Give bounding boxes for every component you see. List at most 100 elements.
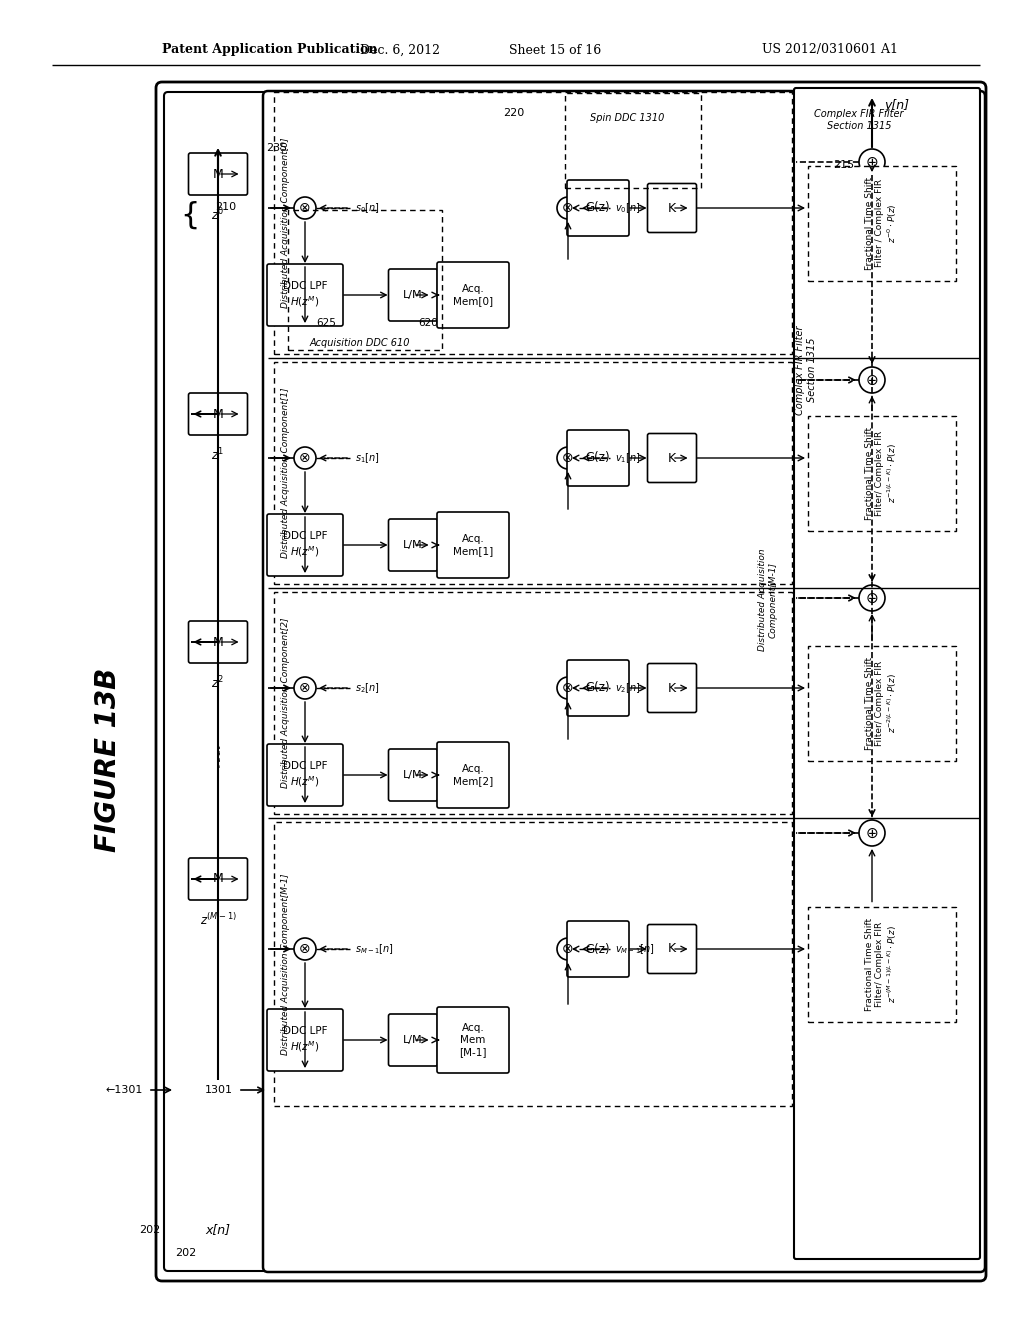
FancyBboxPatch shape bbox=[437, 742, 509, 808]
FancyBboxPatch shape bbox=[647, 183, 696, 232]
Text: 625: 625 bbox=[316, 318, 336, 327]
Text: Complex FIR Filter
Section 1315: Complex FIR Filter Section 1315 bbox=[796, 325, 817, 414]
Text: $z^1$: $z^1$ bbox=[211, 446, 224, 463]
Text: M: M bbox=[213, 635, 223, 648]
Text: K: K bbox=[668, 202, 676, 214]
Bar bbox=[808, 416, 956, 531]
Text: Complex FIR Filter
Section 1315: Complex FIR Filter Section 1315 bbox=[814, 110, 904, 131]
FancyBboxPatch shape bbox=[567, 430, 629, 486]
Text: $v_1[n]$: $v_1[n]$ bbox=[615, 451, 640, 465]
Text: G(z): G(z) bbox=[586, 202, 610, 214]
Text: K: K bbox=[668, 451, 676, 465]
Circle shape bbox=[859, 149, 885, 176]
FancyBboxPatch shape bbox=[188, 393, 248, 436]
Text: y[n]: y[n] bbox=[884, 99, 909, 111]
Text: Acq.
Mem
[M-1]: Acq. Mem [M-1] bbox=[459, 1023, 486, 1056]
Text: Sheet 15 of 16: Sheet 15 of 16 bbox=[509, 44, 601, 57]
Bar bbox=[565, 92, 700, 187]
FancyBboxPatch shape bbox=[567, 660, 629, 715]
FancyBboxPatch shape bbox=[164, 92, 272, 1271]
Text: 215: 215 bbox=[833, 160, 854, 170]
Text: $z^{(M-1)}$: $z^{(M-1)}$ bbox=[200, 912, 237, 928]
Text: L/M: L/M bbox=[403, 540, 423, 550]
Text: L/M: L/M bbox=[403, 1035, 423, 1045]
Bar bbox=[274, 362, 792, 583]
Text: FIGURE 13B: FIGURE 13B bbox=[94, 668, 122, 853]
Text: 210: 210 bbox=[215, 202, 237, 213]
Text: ⊗: ⊗ bbox=[299, 451, 311, 465]
Text: M: M bbox=[213, 873, 223, 886]
Text: Acq.
Mem[0]: Acq. Mem[0] bbox=[453, 284, 494, 306]
Bar bbox=[808, 907, 956, 1022]
Text: K: K bbox=[668, 942, 676, 956]
Circle shape bbox=[294, 197, 316, 219]
Text: 202: 202 bbox=[175, 1247, 197, 1258]
FancyBboxPatch shape bbox=[647, 664, 696, 713]
Circle shape bbox=[859, 367, 885, 393]
FancyBboxPatch shape bbox=[567, 921, 629, 977]
Bar bbox=[274, 822, 792, 1106]
FancyBboxPatch shape bbox=[437, 1007, 509, 1073]
Text: US 2012/0310601 A1: US 2012/0310601 A1 bbox=[762, 44, 898, 57]
Text: $s_0[n]$: $s_0[n]$ bbox=[355, 201, 380, 215]
Circle shape bbox=[557, 197, 579, 219]
Text: $z^2$: $z^2$ bbox=[211, 675, 224, 692]
Text: Distributed Acquisition Component[2]: Distributed Acquisition Component[2] bbox=[282, 618, 291, 788]
FancyBboxPatch shape bbox=[437, 261, 509, 327]
FancyBboxPatch shape bbox=[647, 924, 696, 974]
Text: Distributed Acquisition Component[0]: Distributed Acquisition Component[0] bbox=[282, 137, 291, 309]
Circle shape bbox=[557, 677, 579, 700]
Circle shape bbox=[294, 447, 316, 469]
Text: DDC LPF
$H(z^M)$: DDC LPF $H(z^M)$ bbox=[283, 281, 328, 309]
FancyBboxPatch shape bbox=[267, 513, 343, 576]
Text: Acquisition DDC 610: Acquisition DDC 610 bbox=[309, 338, 411, 348]
Text: $s_{M-1}[n]$: $s_{M-1}[n]$ bbox=[355, 942, 394, 956]
FancyBboxPatch shape bbox=[188, 620, 248, 663]
Text: ⊕: ⊕ bbox=[865, 590, 879, 606]
Text: $z^0$: $z^0$ bbox=[211, 207, 224, 223]
Text: ⊕: ⊕ bbox=[865, 154, 879, 169]
Text: {: { bbox=[180, 201, 200, 230]
Text: ⊗: ⊗ bbox=[562, 942, 573, 956]
Text: DDC LPF
$H(z^M)$: DDC LPF $H(z^M)$ bbox=[283, 762, 328, 788]
Circle shape bbox=[859, 585, 885, 611]
FancyBboxPatch shape bbox=[388, 519, 437, 572]
Text: L/M: L/M bbox=[403, 770, 423, 780]
Bar bbox=[288, 210, 441, 350]
Bar bbox=[808, 645, 956, 760]
Text: Distributed Acquisition Component[M-1]: Distributed Acquisition Component[M-1] bbox=[282, 874, 291, 1055]
Text: Fractional Time Shift
Filter/ Complex FIR
$z^{-(M-1)(L-K)}\cdot P(z)$: Fractional Time Shift Filter/ Complex FI… bbox=[864, 917, 899, 1011]
Text: x[n]: x[n] bbox=[206, 1224, 230, 1237]
Circle shape bbox=[294, 677, 316, 700]
Text: Fractional Time Shift
Filter / Complex FIR
$z^{-0}\cdot P(z)$: Fractional Time Shift Filter / Complex F… bbox=[864, 177, 899, 269]
FancyBboxPatch shape bbox=[388, 1014, 437, 1067]
Text: ←1301: ←1301 bbox=[105, 1085, 143, 1096]
FancyBboxPatch shape bbox=[188, 153, 248, 195]
Text: Spin DDC 1310: Spin DDC 1310 bbox=[590, 114, 665, 123]
Text: ⊗: ⊗ bbox=[562, 201, 573, 215]
Text: G(z): G(z) bbox=[586, 681, 610, 694]
Text: L/M: L/M bbox=[403, 290, 423, 300]
FancyBboxPatch shape bbox=[567, 180, 629, 236]
Text: G(z): G(z) bbox=[586, 451, 610, 465]
FancyBboxPatch shape bbox=[794, 88, 980, 1259]
Text: ⊗: ⊗ bbox=[562, 451, 573, 465]
Text: Dec. 6, 2012: Dec. 6, 2012 bbox=[360, 44, 440, 57]
Bar bbox=[274, 591, 792, 814]
FancyBboxPatch shape bbox=[263, 91, 985, 1272]
Text: Fractional Time Shift
Filter/ Complex FIR
$z^{-2(L-K)}\cdot P(z)$: Fractional Time Shift Filter/ Complex FI… bbox=[864, 656, 899, 750]
Text: M: M bbox=[213, 168, 223, 181]
FancyBboxPatch shape bbox=[437, 512, 509, 578]
FancyBboxPatch shape bbox=[156, 82, 986, 1280]
Circle shape bbox=[859, 820, 885, 846]
FancyBboxPatch shape bbox=[267, 744, 343, 807]
Text: M: M bbox=[213, 408, 223, 421]
Text: $s_2[n]$: $s_2[n]$ bbox=[355, 681, 380, 694]
Text: 202: 202 bbox=[138, 1225, 160, 1236]
Text: $s_1[n]$: $s_1[n]$ bbox=[355, 451, 380, 465]
Text: Distributed Acquisition
Component[M-1]: Distributed Acquisition Component[M-1] bbox=[759, 549, 777, 651]
Bar bbox=[808, 165, 956, 281]
Text: 220: 220 bbox=[503, 108, 524, 117]
Text: $v_{M-1}[n]$: $v_{M-1}[n]$ bbox=[615, 942, 654, 956]
Circle shape bbox=[557, 939, 579, 960]
